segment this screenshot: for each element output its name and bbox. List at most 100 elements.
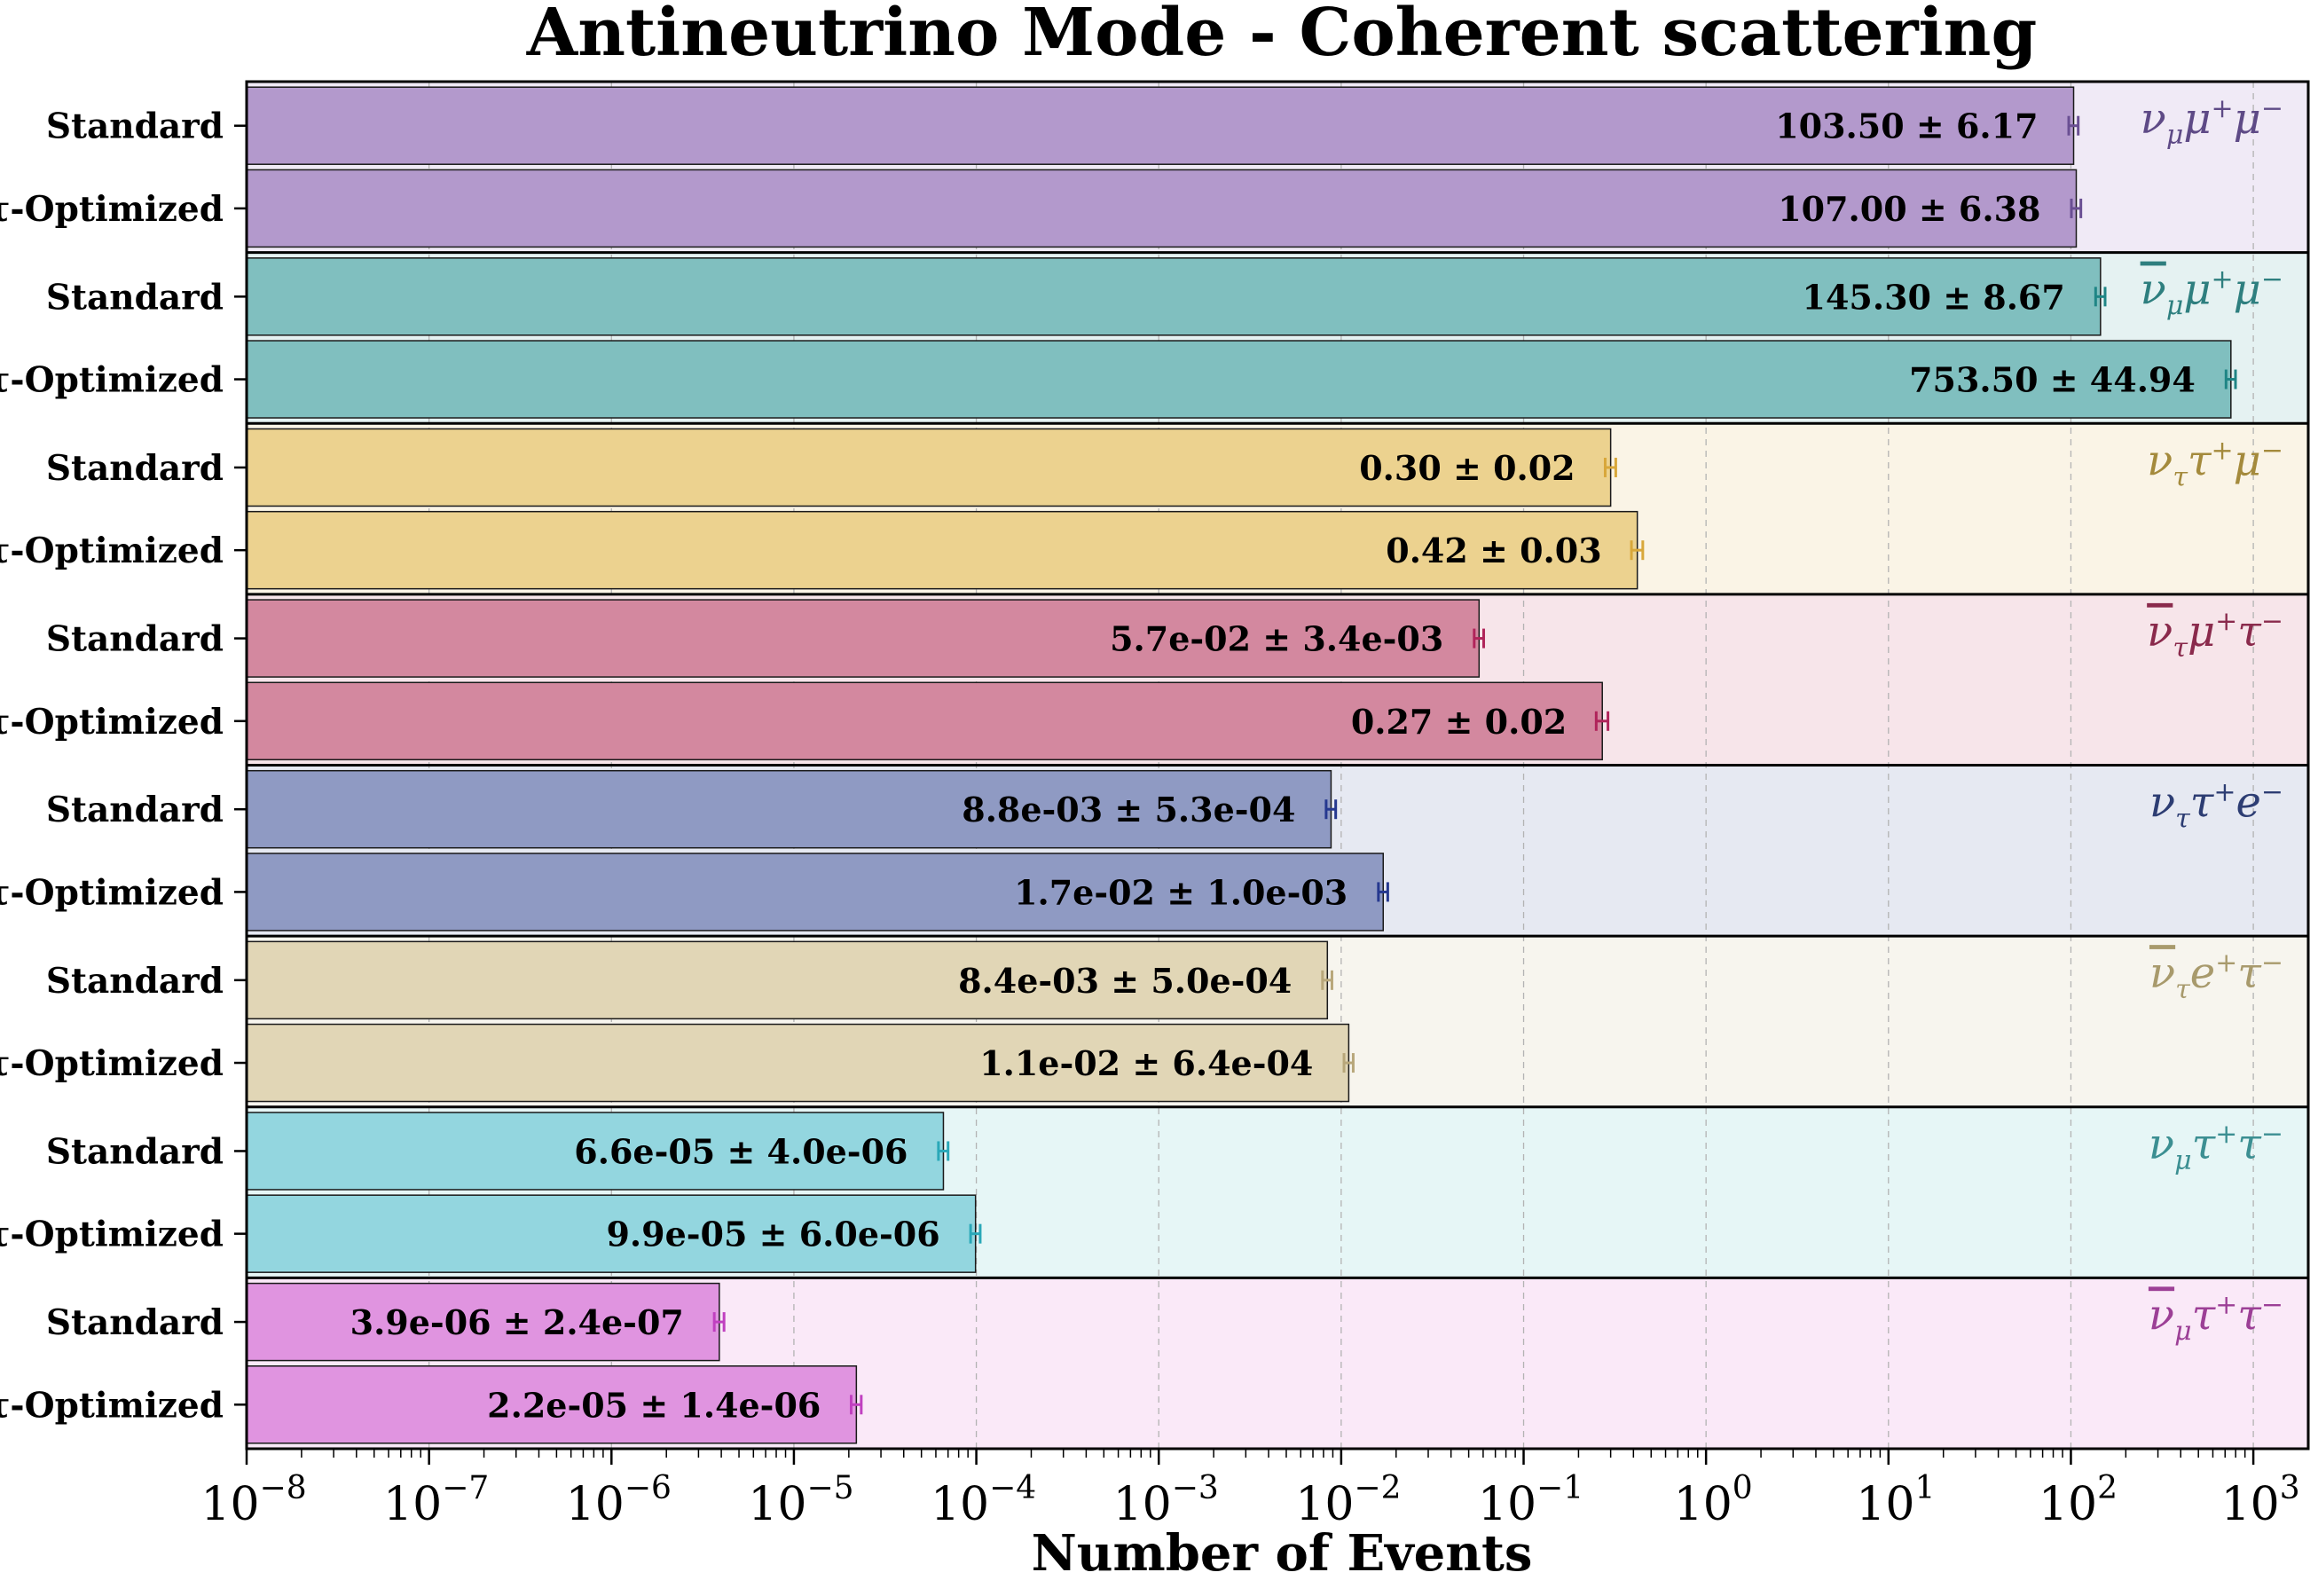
x-tick-label-1: 10−7 xyxy=(383,1470,489,1531)
channel-main-0: ν xyxy=(2141,94,2166,144)
channel-charge-1-0: + xyxy=(2212,264,2234,295)
channel-charge-4-1: − xyxy=(2261,777,2283,808)
value-label-1-0: 145.30 ± 8.67 xyxy=(1803,277,2065,317)
channel-label-7: νμτ+τ− xyxy=(2149,1289,2283,1347)
y-tick-label-4-0: Standard xyxy=(46,790,224,830)
x-tick-exp-6: −2 xyxy=(1354,1470,1401,1506)
channel-charge-6-0: + xyxy=(2215,1119,2237,1150)
y-tick-label-7-1: τ-Optimized xyxy=(0,1385,224,1426)
channel-lepton-0-1: μ xyxy=(2234,94,2261,144)
value-label-4-1: 1.7e-02 ± 1.0e-03 xyxy=(1014,872,1348,912)
y-tick-label-6-1: τ-Optimized xyxy=(0,1215,224,1255)
x-tick-label-10: 102 xyxy=(2039,1470,2118,1531)
x-tick-exp-2: −6 xyxy=(625,1470,672,1506)
channel-lepton-3-1: τ xyxy=(2237,607,2262,656)
channel-lepton-6-0: τ xyxy=(2192,1120,2217,1169)
channel-lepton-5-1: τ xyxy=(2237,948,2262,998)
x-tick-label-8: 100 xyxy=(1674,1470,1753,1531)
channel-label-6: νμτ+τ− xyxy=(2149,1119,2283,1176)
y-tick-label-2-1: τ-Optimized xyxy=(0,531,224,571)
value-label-7-0: 3.9e-06 ± 2.4e-07 xyxy=(350,1302,684,1342)
channel-charge-5-1: − xyxy=(2261,947,2283,979)
channel-charge-0-0: + xyxy=(2212,93,2234,124)
y-tick-label-2-0: Standard xyxy=(46,448,224,489)
x-tick-label-4: 10−4 xyxy=(931,1470,1036,1531)
x-tick-exp-4: −4 xyxy=(989,1470,1036,1506)
channel-label-0: νμμ+μ− xyxy=(2141,93,2283,151)
x-tick-exp-8: 0 xyxy=(1733,1470,1753,1506)
channel-sub-7: μ xyxy=(2174,1316,2192,1347)
labels: 103.50 ± 6.17 Standard 107.00 ± 6.38 τ-Opti… xyxy=(0,93,2300,1531)
value-label-0-1: 107.00 ± 6.38 xyxy=(1778,189,2040,229)
bar-4-1 xyxy=(246,853,1385,932)
value-label-0-0: 103.50 ± 6.17 xyxy=(1775,106,2038,146)
x-tick-base-11: 10 xyxy=(2221,1478,2280,1531)
y-tick-label-0-1: τ-Optimized xyxy=(0,189,224,230)
channel-charge-4-0: + xyxy=(2213,777,2235,808)
y-tick-label-4-1: τ-Optimized xyxy=(0,872,224,913)
y-tick-label-3-1: τ-Optimized xyxy=(0,702,224,743)
x-tick-label-3: 10−5 xyxy=(748,1470,853,1531)
channel-charge-2-0: + xyxy=(2212,435,2234,466)
channel-charge-3-1: − xyxy=(2261,606,2283,637)
channel-charge-1-1: − xyxy=(2261,264,2283,295)
channel-main-4: ν xyxy=(2149,778,2175,828)
x-tick-base-2: 10 xyxy=(566,1478,625,1531)
x-tick-base-1: 10 xyxy=(383,1478,442,1531)
channel-main-3: ν xyxy=(2147,607,2173,656)
x-tick-label-0: 10−8 xyxy=(200,1470,306,1531)
y-tick-label-5-0: Standard xyxy=(46,961,224,1002)
value-label-7-1: 2.2e-05 ± 1.4e-06 xyxy=(487,1385,821,1425)
channel-main-6: ν xyxy=(2149,1120,2174,1169)
channel-lepton-7-1: τ xyxy=(2237,1290,2262,1340)
x-tick-base-8: 10 xyxy=(1674,1478,1733,1531)
x-tick-exp-1: −7 xyxy=(442,1470,489,1506)
y-tick-label-3-0: Standard xyxy=(46,619,224,660)
x-tick-exp-7: −1 xyxy=(1536,1470,1583,1506)
bar-0-0 xyxy=(246,86,2075,165)
bar-0-1 xyxy=(246,169,2078,248)
channel-charge-2-1: − xyxy=(2261,435,2283,466)
y-tick-label-1-1: τ-Optimized xyxy=(0,360,224,401)
channel-main-5: ν xyxy=(2149,948,2175,998)
x-tick-base-10: 10 xyxy=(2039,1478,2097,1531)
channel-lepton-3-0: μ xyxy=(2188,607,2215,656)
value-label-2-0: 0.30 ± 0.02 xyxy=(1359,448,1575,488)
channel-charge-5-0: + xyxy=(2215,947,2237,979)
value-label-4-0: 8.8e-03 ± 5.3e-04 xyxy=(962,790,1295,829)
value-label-2-1: 0.42 ± 0.03 xyxy=(1386,531,1601,570)
x-tick-base-5: 10 xyxy=(1113,1478,1172,1531)
channel-main-2: ν xyxy=(2147,436,2173,485)
x-axis-label: Number of Events xyxy=(1032,1524,1533,1583)
y-tick-label-5-1: τ-Optimized xyxy=(0,1043,224,1084)
channel-lepton-2-0: τ xyxy=(2188,436,2212,485)
channel-sub-1: μ xyxy=(2166,291,2184,322)
y-tick-label-7-0: Standard xyxy=(46,1302,224,1343)
x-tick-exp-11: 3 xyxy=(2280,1470,2300,1506)
bar-6-1 xyxy=(246,1194,977,1273)
channel-lepton-2-1: μ xyxy=(2234,436,2261,485)
value-label-1-1: 753.50 ± 44.94 xyxy=(1909,360,2196,400)
channel-label-3: ντμ+τ− xyxy=(2147,606,2283,664)
channel-label-2: νττ+μ− xyxy=(2147,435,2283,492)
x-tick-exp-0: −8 xyxy=(260,1470,307,1506)
value-label-5-1: 1.1e-02 ± 6.4e-04 xyxy=(979,1043,1313,1083)
value-label-3-1: 0.27 ± 0.02 xyxy=(1351,702,1567,742)
x-tick-label-5: 10−3 xyxy=(1113,1470,1219,1531)
y-tick-label-1-0: Standard xyxy=(46,277,224,318)
chart-title: Antineutrino Mode - Coherent scattering xyxy=(526,0,2037,71)
x-tick-label-2: 10−6 xyxy=(566,1470,672,1531)
value-label-3-0: 5.7e-02 ± 3.4e-03 xyxy=(1110,619,1443,659)
channel-sub-4: τ xyxy=(2175,804,2190,835)
plot-frame xyxy=(245,80,2310,1451)
channel-lepton-7-0: τ xyxy=(2192,1290,2217,1340)
channel-charge-7-1: − xyxy=(2261,1289,2283,1320)
x-tick-exp-3: −5 xyxy=(806,1470,853,1506)
channel-sub-3: τ xyxy=(2173,633,2188,664)
channel-lepton-0-0: μ xyxy=(2183,94,2211,144)
channel-sub-0: μ xyxy=(2166,120,2184,151)
x-tick-label-11: 103 xyxy=(2221,1470,2300,1531)
x-tick-exp-5: −3 xyxy=(1172,1470,1219,1506)
x-tick-base-3: 10 xyxy=(748,1478,806,1531)
channel-sub-2: τ xyxy=(2173,461,2188,492)
